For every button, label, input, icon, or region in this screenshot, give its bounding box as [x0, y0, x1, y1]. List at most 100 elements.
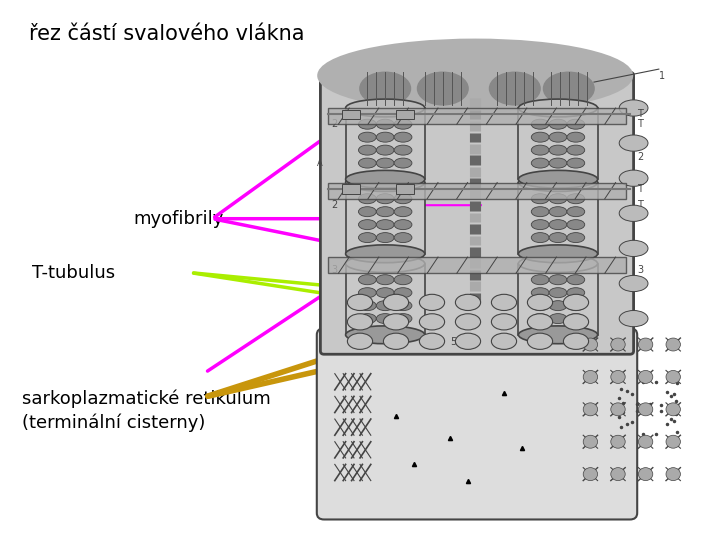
Ellipse shape	[531, 158, 549, 168]
Circle shape	[583, 468, 598, 481]
Text: 7: 7	[367, 336, 374, 347]
Ellipse shape	[359, 275, 377, 285]
Bar	[328, 257, 626, 273]
Ellipse shape	[383, 294, 409, 310]
Circle shape	[639, 338, 653, 351]
Ellipse shape	[347, 333, 373, 349]
Ellipse shape	[346, 99, 425, 117]
Text: 6: 6	[493, 336, 500, 347]
Ellipse shape	[567, 220, 585, 229]
Ellipse shape	[549, 220, 567, 229]
Ellipse shape	[549, 288, 567, 298]
Ellipse shape	[383, 314, 409, 330]
FancyBboxPatch shape	[317, 328, 637, 519]
Ellipse shape	[359, 158, 377, 168]
Ellipse shape	[531, 233, 549, 242]
Text: myofibrily: myofibrily	[133, 210, 224, 228]
Ellipse shape	[359, 288, 377, 298]
Bar	[328, 183, 626, 199]
Ellipse shape	[544, 72, 594, 105]
Ellipse shape	[549, 145, 567, 155]
Ellipse shape	[531, 207, 549, 217]
Ellipse shape	[549, 207, 567, 217]
Ellipse shape	[518, 326, 598, 343]
Ellipse shape	[518, 170, 598, 188]
Ellipse shape	[567, 158, 585, 168]
Text: A: A	[317, 159, 323, 167]
Circle shape	[583, 338, 598, 351]
Ellipse shape	[531, 119, 549, 129]
Circle shape	[611, 370, 625, 383]
Text: 1: 1	[659, 71, 665, 80]
Ellipse shape	[359, 233, 377, 242]
Ellipse shape	[531, 288, 549, 298]
Ellipse shape	[377, 301, 394, 310]
Ellipse shape	[531, 275, 549, 285]
Ellipse shape	[346, 326, 425, 343]
Ellipse shape	[455, 333, 481, 349]
Ellipse shape	[619, 205, 648, 221]
Bar	[396, 184, 414, 194]
Circle shape	[611, 338, 625, 351]
Ellipse shape	[563, 314, 589, 330]
Ellipse shape	[394, 145, 412, 155]
Ellipse shape	[531, 194, 549, 204]
Circle shape	[666, 403, 680, 416]
Ellipse shape	[549, 233, 567, 242]
Ellipse shape	[359, 194, 377, 204]
Circle shape	[639, 468, 653, 481]
Text: 3: 3	[331, 265, 338, 275]
Ellipse shape	[549, 158, 567, 168]
Ellipse shape	[377, 132, 394, 142]
Ellipse shape	[319, 40, 632, 111]
Ellipse shape	[619, 240, 648, 256]
Ellipse shape	[455, 294, 481, 310]
Circle shape	[666, 435, 680, 448]
Ellipse shape	[394, 314, 412, 323]
Text: T: T	[637, 119, 643, 129]
Ellipse shape	[346, 245, 425, 262]
Ellipse shape	[549, 301, 567, 310]
Ellipse shape	[377, 288, 394, 298]
Ellipse shape	[394, 132, 412, 142]
Ellipse shape	[549, 314, 567, 323]
Bar	[342, 184, 360, 194]
Ellipse shape	[567, 275, 585, 285]
Ellipse shape	[383, 333, 409, 349]
Ellipse shape	[360, 72, 410, 105]
Ellipse shape	[394, 301, 412, 310]
Bar	[346, 183, 425, 254]
Ellipse shape	[419, 314, 445, 330]
Ellipse shape	[359, 207, 377, 217]
Ellipse shape	[377, 233, 394, 242]
Ellipse shape	[346, 170, 425, 188]
Ellipse shape	[491, 333, 517, 349]
Circle shape	[666, 468, 680, 481]
Ellipse shape	[377, 275, 394, 285]
Text: sarkoplazmatické retikulum
(terminální cisterny): sarkoplazmatické retikulum (terminální c…	[22, 389, 270, 432]
Bar	[346, 108, 425, 179]
Ellipse shape	[567, 288, 585, 298]
Ellipse shape	[527, 333, 553, 349]
Ellipse shape	[490, 72, 540, 105]
Ellipse shape	[359, 132, 377, 142]
Ellipse shape	[394, 119, 412, 129]
Ellipse shape	[549, 275, 567, 285]
Text: T-tubulus: T-tubulus	[32, 264, 115, 282]
Ellipse shape	[377, 158, 394, 168]
Ellipse shape	[359, 314, 377, 323]
Ellipse shape	[394, 158, 412, 168]
Circle shape	[611, 468, 625, 481]
Ellipse shape	[549, 132, 567, 142]
Ellipse shape	[563, 333, 589, 349]
Ellipse shape	[531, 145, 549, 155]
Ellipse shape	[455, 314, 481, 330]
Ellipse shape	[394, 220, 412, 229]
Ellipse shape	[419, 294, 445, 310]
Ellipse shape	[419, 333, 445, 349]
FancyBboxPatch shape	[320, 72, 634, 354]
Circle shape	[583, 435, 598, 448]
Text: 2: 2	[331, 119, 338, 129]
Circle shape	[583, 370, 598, 383]
Ellipse shape	[418, 72, 468, 105]
